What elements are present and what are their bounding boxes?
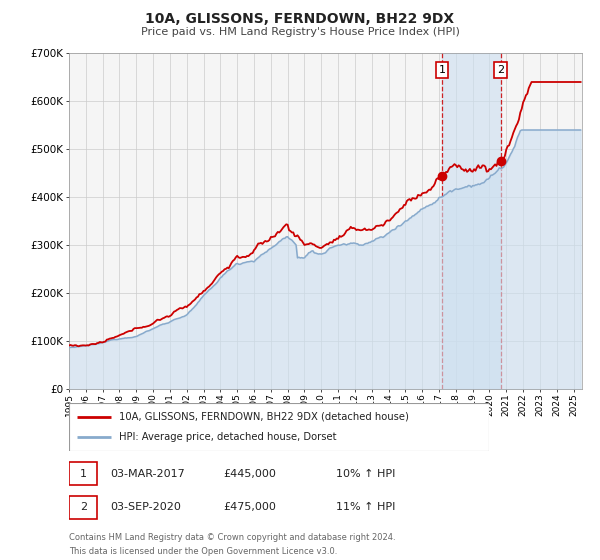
FancyBboxPatch shape [69, 403, 489, 451]
Text: £445,000: £445,000 [223, 469, 276, 479]
Text: 2: 2 [80, 502, 87, 512]
Text: HPI: Average price, detached house, Dorset: HPI: Average price, detached house, Dors… [119, 432, 337, 442]
Text: 03-MAR-2017: 03-MAR-2017 [110, 469, 185, 479]
Text: 1: 1 [80, 469, 87, 479]
Text: £475,000: £475,000 [223, 502, 276, 512]
Text: 2: 2 [497, 65, 505, 75]
Text: 10% ↑ HPI: 10% ↑ HPI [336, 469, 395, 479]
Text: 10A, GLISSONS, FERNDOWN, BH22 9DX: 10A, GLISSONS, FERNDOWN, BH22 9DX [145, 12, 455, 26]
Text: Contains HM Land Registry data © Crown copyright and database right 2024.: Contains HM Land Registry data © Crown c… [69, 533, 395, 542]
FancyBboxPatch shape [69, 463, 97, 485]
Bar [442, 53, 501, 389]
Text: 10A, GLISSONS, FERNDOWN, BH22 9DX (detached house): 10A, GLISSONS, FERNDOWN, BH22 9DX (detac… [119, 412, 409, 422]
Text: 11% ↑ HPI: 11% ↑ HPI [336, 502, 395, 512]
Text: 03-SEP-2020: 03-SEP-2020 [110, 502, 181, 512]
Text: This data is licensed under the Open Government Licence v3.0.: This data is licensed under the Open Gov… [69, 547, 337, 556]
Text: 1: 1 [439, 65, 445, 75]
FancyBboxPatch shape [69, 496, 97, 519]
Text: Price paid vs. HM Land Registry's House Price Index (HPI): Price paid vs. HM Land Registry's House … [140, 27, 460, 37]
